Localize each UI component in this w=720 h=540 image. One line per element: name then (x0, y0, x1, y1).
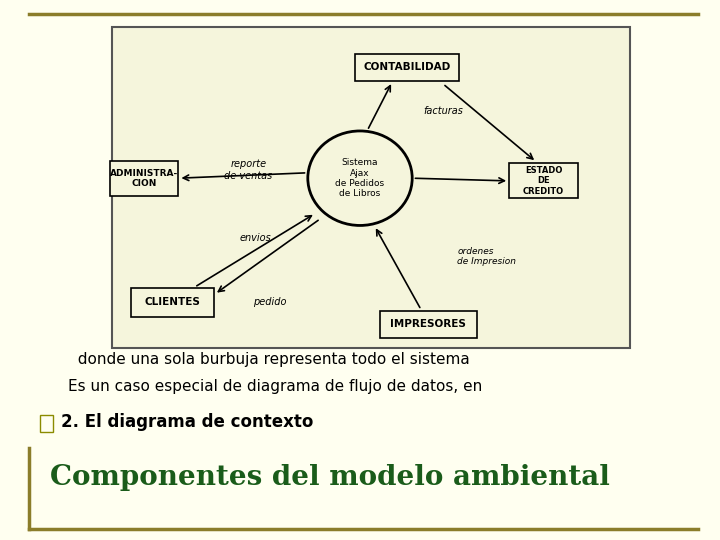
Text: ADMINISTRA-
CION: ADMINISTRA- CION (110, 168, 178, 188)
Ellipse shape (307, 131, 412, 226)
Text: ordenes
de Impresion: ordenes de Impresion (457, 247, 516, 266)
Text: reporte
de ventas: reporte de ventas (224, 159, 273, 181)
FancyBboxPatch shape (510, 163, 577, 198)
FancyBboxPatch shape (40, 415, 53, 432)
Text: donde una sola burbuja representa todo el sistema: donde una sola burbuja representa todo e… (68, 352, 470, 367)
Text: Es un caso especial de diagrama de flujo de datos, en: Es un caso especial de diagrama de flujo… (68, 379, 482, 394)
Text: Componentes del modelo ambiental: Componentes del modelo ambiental (50, 464, 611, 491)
Text: facturas: facturas (423, 106, 463, 116)
Text: ESTADO
DE
CREDITO: ESTADO DE CREDITO (523, 166, 564, 196)
Text: 2. El diagrama de contexto: 2. El diagrama de contexto (61, 413, 314, 431)
Text: CLIENTES: CLIENTES (145, 298, 201, 307)
Text: pedido: pedido (253, 298, 287, 307)
FancyBboxPatch shape (354, 54, 459, 81)
FancyBboxPatch shape (380, 310, 477, 338)
FancyBboxPatch shape (110, 160, 179, 195)
FancyBboxPatch shape (112, 27, 630, 348)
Text: envios: envios (240, 233, 271, 242)
Text: Sistema
Ajax
de Pedidos
de Libros: Sistema Ajax de Pedidos de Libros (336, 158, 384, 198)
Text: CONTABILIDAD: CONTABILIDAD (363, 63, 451, 72)
FancyBboxPatch shape (132, 287, 215, 317)
Text: IMPRESORES: IMPRESORES (390, 319, 467, 329)
